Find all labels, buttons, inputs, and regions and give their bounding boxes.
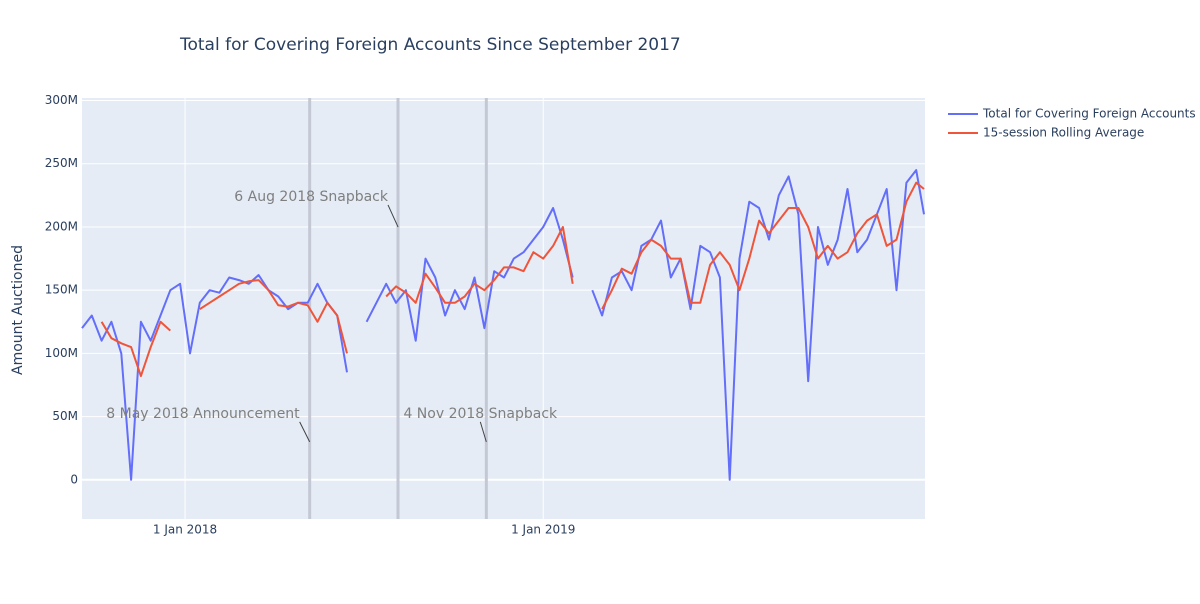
annotation: 8 May 2018 Announcement xyxy=(106,406,300,422)
y-tick-label: 0 xyxy=(70,472,78,486)
legend-label: 15-session Rolling Average xyxy=(983,126,1144,140)
x-tick-label: 1 Jan 2019 xyxy=(511,523,575,537)
annotation-arrow xyxy=(299,421,311,443)
annotation-arrow xyxy=(387,204,399,228)
y-tick-label: 100M xyxy=(45,346,78,360)
annotation: 6 Aug 2018 Snapback xyxy=(234,189,389,205)
annotation: 4 Nov 2018 Snapback xyxy=(403,406,558,422)
plot-area xyxy=(82,98,925,519)
annotation-arrow xyxy=(479,421,487,443)
x-tick-label: 1 Jan 2018 xyxy=(153,523,217,537)
chart-title: Total for Covering Foreign Accounts Sinc… xyxy=(179,35,681,55)
legend-label: Total for Covering Foreign Accounts xyxy=(982,107,1196,121)
y-tick-label: 250M xyxy=(45,156,78,170)
series-line xyxy=(81,169,925,481)
y-tick-label: 300M xyxy=(45,93,78,107)
y-axis-title: Amount Auctioned xyxy=(10,245,26,375)
y-tick-label: 200M xyxy=(45,219,78,233)
y-tick-label: 150M xyxy=(45,283,78,297)
series-line xyxy=(100,181,925,378)
y-tick-label: 50M xyxy=(52,409,78,423)
